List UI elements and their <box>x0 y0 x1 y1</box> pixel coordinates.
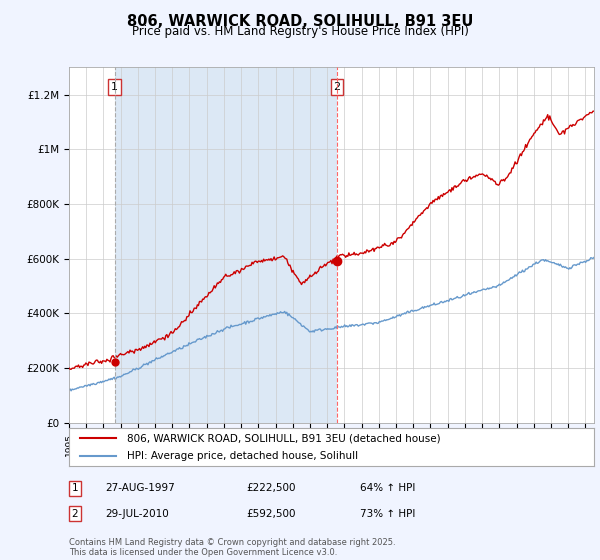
Text: £222,500: £222,500 <box>246 483 296 493</box>
Text: Contains HM Land Registry data © Crown copyright and database right 2025.
This d: Contains HM Land Registry data © Crown c… <box>69 538 395 557</box>
Text: 64% ↑ HPI: 64% ↑ HPI <box>360 483 415 493</box>
Text: HPI: Average price, detached house, Solihull: HPI: Average price, detached house, Soli… <box>127 451 358 461</box>
Text: 2: 2 <box>71 508 79 519</box>
Text: 29-JUL-2010: 29-JUL-2010 <box>105 508 169 519</box>
Text: 1: 1 <box>71 483 79 493</box>
Text: 1: 1 <box>111 82 118 92</box>
Text: 2: 2 <box>334 82 341 92</box>
Text: £592,500: £592,500 <box>246 508 296 519</box>
Text: Price paid vs. HM Land Registry's House Price Index (HPI): Price paid vs. HM Land Registry's House … <box>131 25 469 38</box>
Text: 73% ↑ HPI: 73% ↑ HPI <box>360 508 415 519</box>
Text: 806, WARWICK ROAD, SOLIHULL, B91 3EU (detached house): 806, WARWICK ROAD, SOLIHULL, B91 3EU (de… <box>127 433 440 443</box>
Bar <box>115 67 337 423</box>
Text: 27-AUG-1997: 27-AUG-1997 <box>105 483 175 493</box>
Text: 806, WARWICK ROAD, SOLIHULL, B91 3EU: 806, WARWICK ROAD, SOLIHULL, B91 3EU <box>127 14 473 29</box>
